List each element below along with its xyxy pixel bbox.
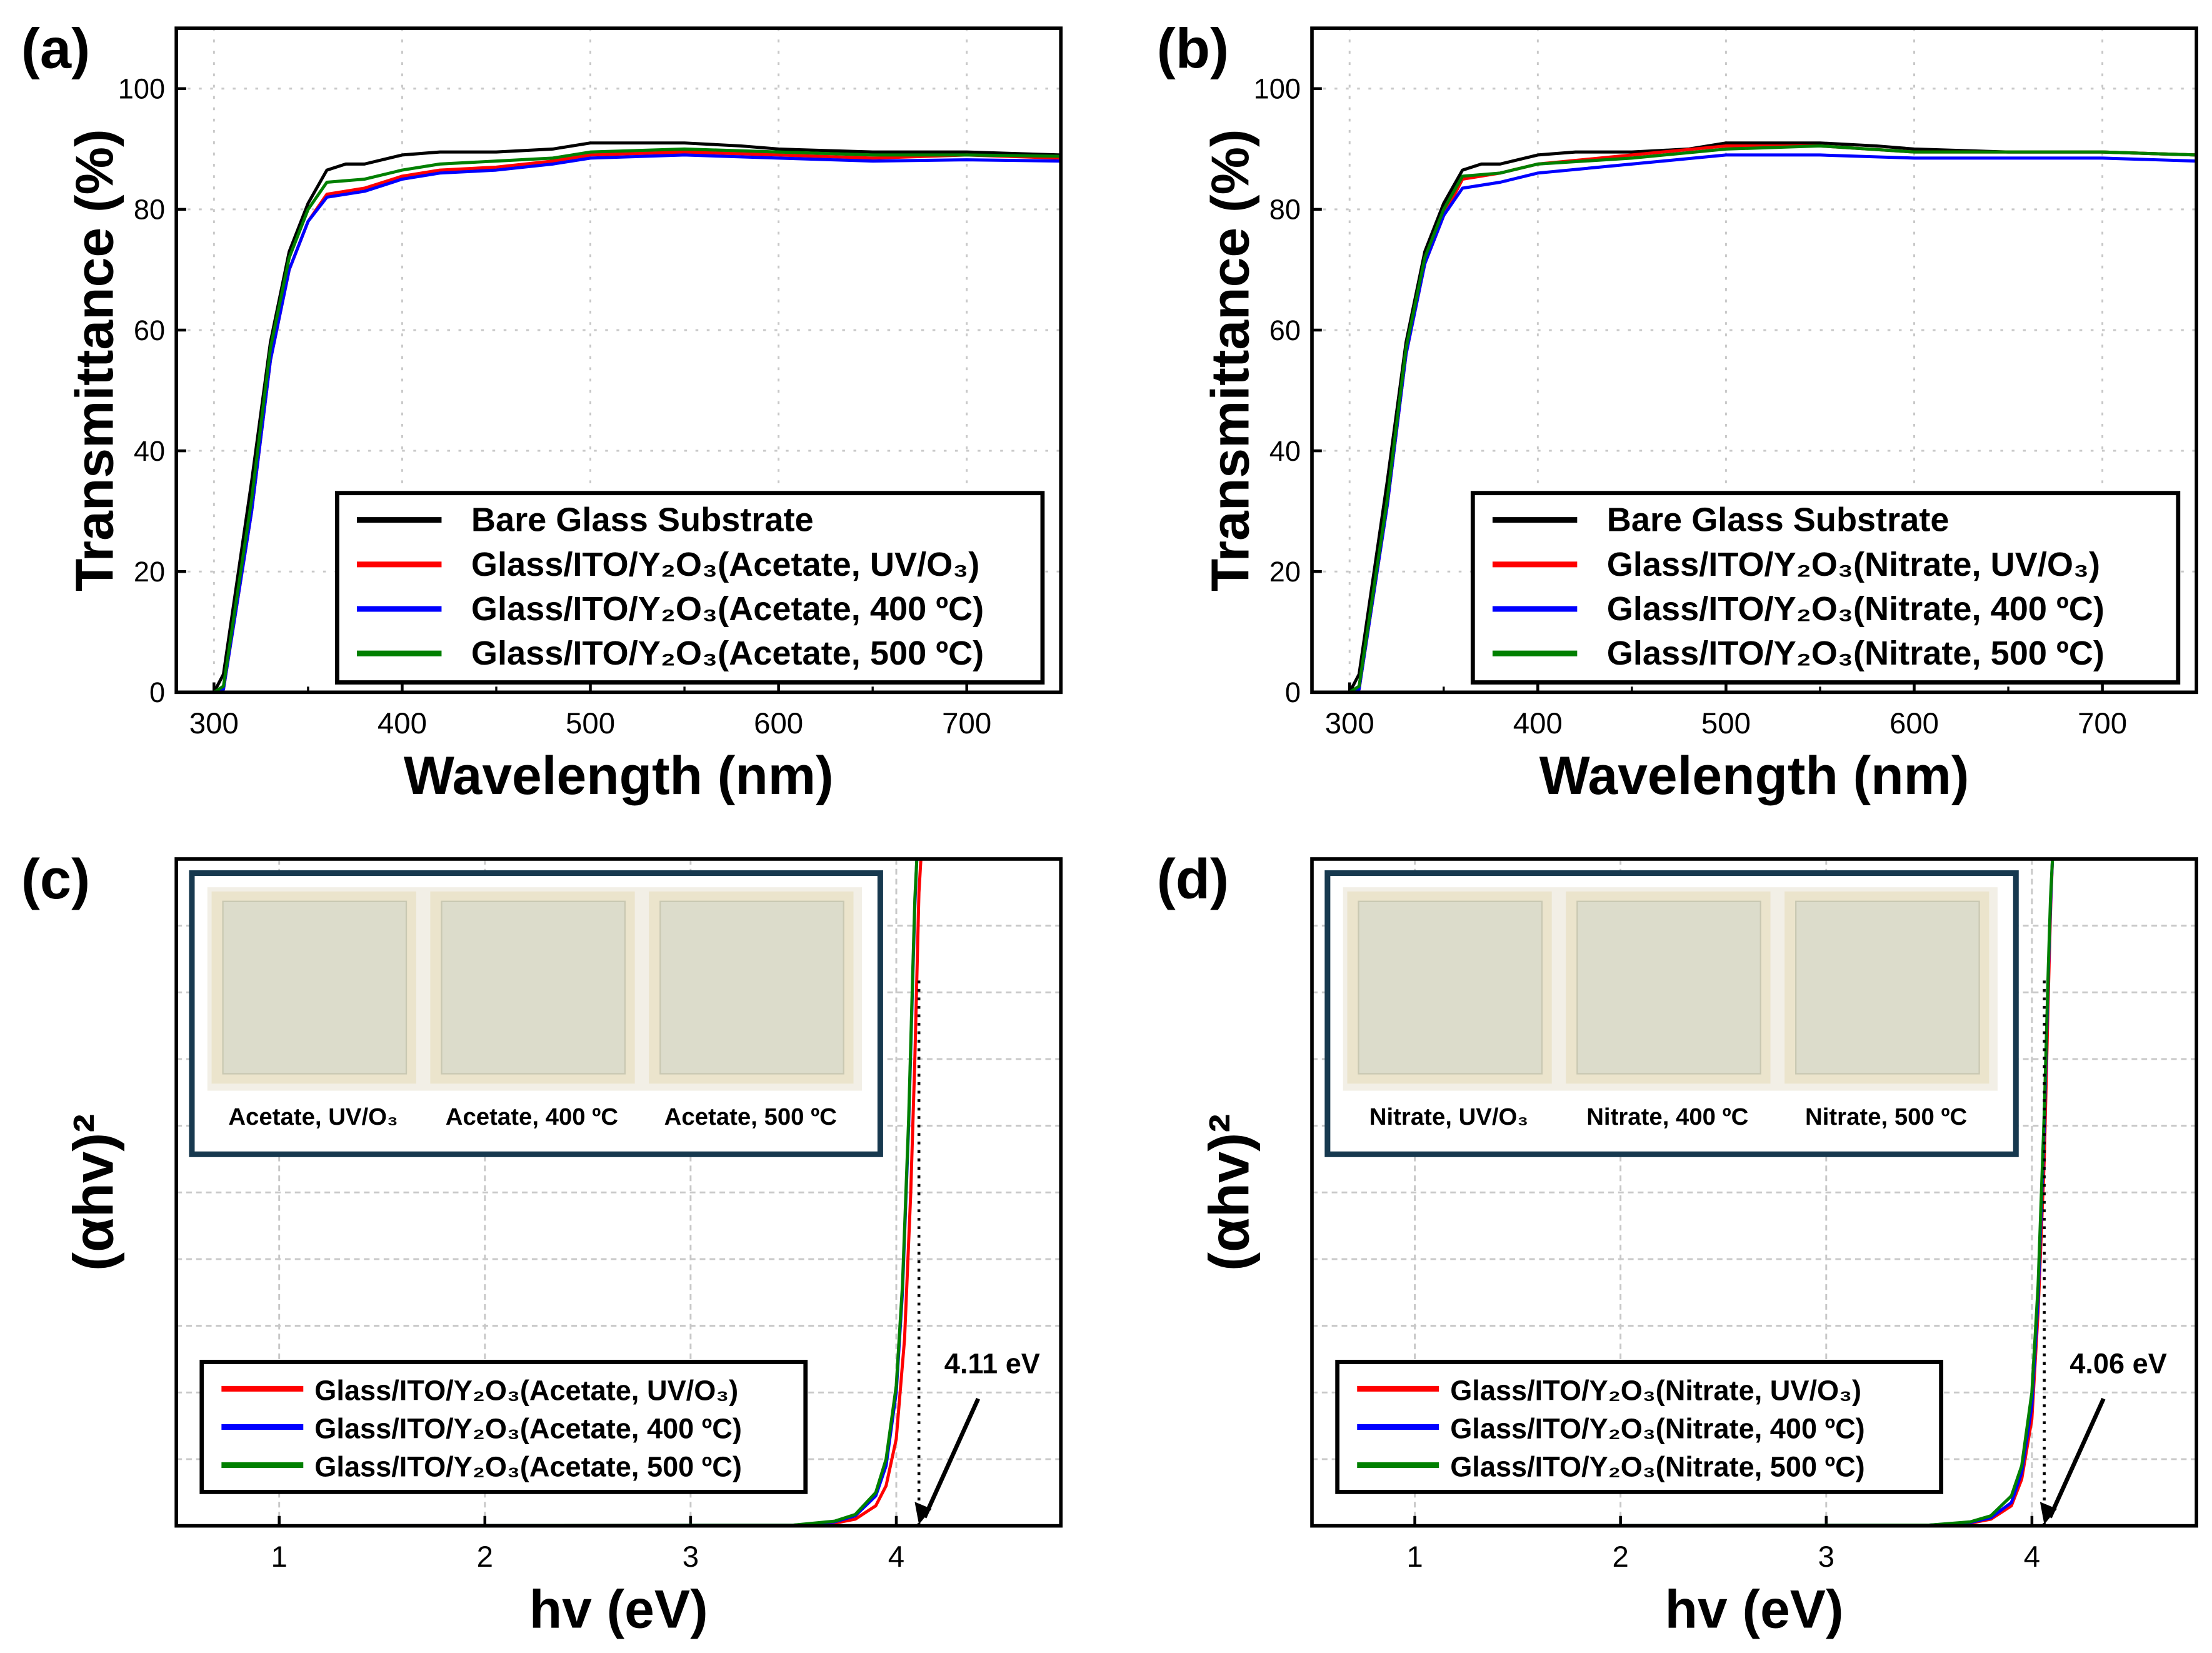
sample-glass bbox=[441, 900, 626, 1075]
y-tick-label: 80 bbox=[134, 194, 165, 226]
inset-label: Nitrate, 500 ºC bbox=[1805, 1103, 1967, 1130]
series-line bbox=[1312, 144, 2197, 693]
x-tick-label: 700 bbox=[2078, 707, 2127, 740]
legend-label: Bare Glass Substrate bbox=[471, 501, 814, 539]
x-tick-label: 600 bbox=[754, 707, 803, 740]
x-tick-label: 500 bbox=[566, 707, 615, 740]
axes-frame bbox=[174, 857, 1063, 1528]
y-tick-label: 100 bbox=[118, 73, 165, 105]
x-tick-label: 3 bbox=[683, 1540, 699, 1574]
arrow-head bbox=[2039, 1502, 2057, 1525]
y-tick-label: 60 bbox=[1269, 314, 1301, 346]
x-tick-label: 4 bbox=[2024, 1540, 2040, 1574]
series-group bbox=[176, 141, 1061, 693]
legend: Glass/ITO/Y₂O₃(Acetate, UV/O₃) Glass/ITO/… bbox=[199, 1360, 808, 1494]
panel-label: (c) bbox=[21, 848, 90, 911]
arrow-shaft bbox=[2048, 1397, 2106, 1519]
x-tick-label: 300 bbox=[1325, 707, 1374, 740]
sample-glass bbox=[1576, 900, 1761, 1075]
legend-label: Glass/ITO/Y₂O₃(Acetate, 400 ºC) bbox=[471, 590, 984, 628]
series-line bbox=[176, 153, 1061, 693]
legend-label: Glass/ITO/Y₂O₃(Nitrate, UV/O₃) bbox=[1607, 546, 2100, 583]
x-tick-label: 500 bbox=[1701, 707, 1751, 740]
y-axis-title: (αhv)² bbox=[63, 1114, 126, 1271]
series-group bbox=[1312, 141, 2197, 693]
axes-frame bbox=[174, 26, 1063, 695]
x-axis-title: Wavelength (nm) bbox=[1539, 746, 1969, 806]
series-line bbox=[299, 858, 919, 1526]
axes-frame bbox=[1310, 857, 2198, 1528]
legend-label: Glass/ITO/Y₂O₃(Acetate, UV/O₃) bbox=[314, 1374, 738, 1406]
x-axis-title: Wavelength (nm) bbox=[404, 746, 834, 806]
y-axis-title: (αhv)² bbox=[1198, 1114, 1261, 1271]
legend-label: Glass/ITO/Y₂O₃(Nitrate, 400 ºC) bbox=[1607, 590, 2104, 628]
panel-label: (d) bbox=[1157, 848, 1229, 911]
x-tick-label: 1 bbox=[271, 1540, 287, 1574]
legend-label: Glass/ITO/Y₂O₃(Acetate, 500 ºC) bbox=[314, 1450, 742, 1482]
x-tick-label: 700 bbox=[942, 707, 991, 740]
legend-box bbox=[335, 491, 1045, 685]
sample-glass bbox=[1795, 900, 1980, 1075]
panel-label: (a) bbox=[21, 17, 90, 80]
sample-glass bbox=[1358, 900, 1543, 1075]
y-tick-label: 0 bbox=[149, 676, 165, 708]
arrow-shaft bbox=[923, 1397, 981, 1519]
legend-label: Glass/ITO/Y₂O₃(Acetate, 500 ºC) bbox=[471, 635, 984, 672]
x-tick-label: 3 bbox=[1818, 1540, 1834, 1574]
series-line bbox=[176, 147, 1061, 693]
panel-label: (b) bbox=[1157, 17, 1229, 80]
panel-b: (b) 300 400 500 600 700 0 20 40 60 80 100 Bare Glass… bbox=[1157, 17, 2198, 806]
series-line bbox=[1435, 858, 2054, 1526]
y-tick-label: 100 bbox=[1254, 73, 1301, 105]
series-group bbox=[1435, 858, 2054, 1526]
axes-frame bbox=[1310, 26, 2198, 695]
panel-c: (c) 1 2 3 4 Acetate, UV/O₃ Acetate, 400 ºC Acet… bbox=[21, 848, 1063, 1639]
y-tick-label: 20 bbox=[1269, 556, 1301, 588]
x-tick-label: 300 bbox=[189, 707, 239, 740]
sample-glass bbox=[222, 900, 408, 1075]
series-group bbox=[299, 858, 923, 1526]
band-gap-label: 4.11 eV bbox=[944, 1348, 1040, 1380]
inset-label: Acetate, 400 ºC bbox=[446, 1103, 618, 1130]
x-tick-label: 4 bbox=[888, 1540, 904, 1574]
legend-label: Glass/ITO/Y₂O₃(Acetate, 400 ºC) bbox=[314, 1412, 742, 1444]
band-gap-label: 4.06 eV bbox=[2069, 1348, 2167, 1380]
inset-label: Acetate, UV/O₃ bbox=[228, 1103, 398, 1130]
x-tick-label: 1 bbox=[1406, 1540, 1423, 1574]
y-tick-label: 40 bbox=[1269, 435, 1301, 467]
x-tick-label: 400 bbox=[378, 707, 427, 740]
legend: Bare Glass Substrate Glass/ITO/Y₂O₃(Nitra… bbox=[1470, 491, 2181, 685]
arrow-head bbox=[914, 1502, 932, 1525]
x-tick-label: 600 bbox=[1889, 707, 1939, 740]
y-tick-label: 0 bbox=[1285, 676, 1301, 708]
y-tick-label: 40 bbox=[134, 435, 165, 467]
x-tick-label: 2 bbox=[477, 1540, 493, 1574]
y-tick-label: 60 bbox=[134, 314, 165, 346]
x-tick-label: 400 bbox=[1513, 707, 1563, 740]
legend-label: Bare Glass Substrate bbox=[1607, 501, 1949, 539]
legend-label: Glass/ITO/Y₂O₃(Nitrate, 400 ºC) bbox=[1450, 1412, 1865, 1444]
sample-glass bbox=[659, 900, 844, 1075]
inset-label: Nitrate, 400 ºC bbox=[1586, 1103, 1748, 1130]
y-axis-title: Transmittance (%) bbox=[65, 129, 125, 591]
legend: Glass/ITO/Y₂O₃(Nitrate, UV/O₃) Glass/ITO/… bbox=[1335, 1360, 1944, 1494]
inset-label: Nitrate, UV/O₃ bbox=[1369, 1103, 1528, 1130]
legend-label: Glass/ITO/Y₂O₃(Nitrate, 500 ºC) bbox=[1450, 1450, 1865, 1482]
panel-d: (d) 1 2 3 4 Nitrate, UV/O₃ Nitrate, 400 ºC Nitr… bbox=[1157, 848, 2198, 1639]
y-tick-label: 20 bbox=[134, 556, 165, 588]
legend-box bbox=[1470, 491, 2181, 685]
y-axis-title: Transmittance (%) bbox=[1201, 129, 1261, 591]
y-tick-label: 80 bbox=[1269, 194, 1301, 226]
x-tick-label: 2 bbox=[1613, 1540, 1629, 1574]
x-axis-title: hv (eV) bbox=[1665, 1579, 1844, 1639]
legend-label: Glass/ITO/Y₂O₃(Nitrate, 500 ºC) bbox=[1607, 635, 2104, 672]
inset-label: Acetate, 500 ºC bbox=[664, 1103, 837, 1130]
legend-label: Glass/ITO/Y₂O₃(Nitrate, UV/O₃) bbox=[1450, 1374, 1861, 1406]
legend-label: Glass/ITO/Y₂O₃(Acetate, UV/O₃) bbox=[471, 546, 979, 583]
panel-a: (a) 300 400 500 600 700 0 20 40 60 80 100 Bare Glass… bbox=[21, 17, 1063, 806]
x-axis-title: hv (eV) bbox=[529, 1579, 708, 1639]
legend: Bare Glass Substrate Glass/ITO/Y₂O₃(Aceta… bbox=[335, 491, 1045, 685]
